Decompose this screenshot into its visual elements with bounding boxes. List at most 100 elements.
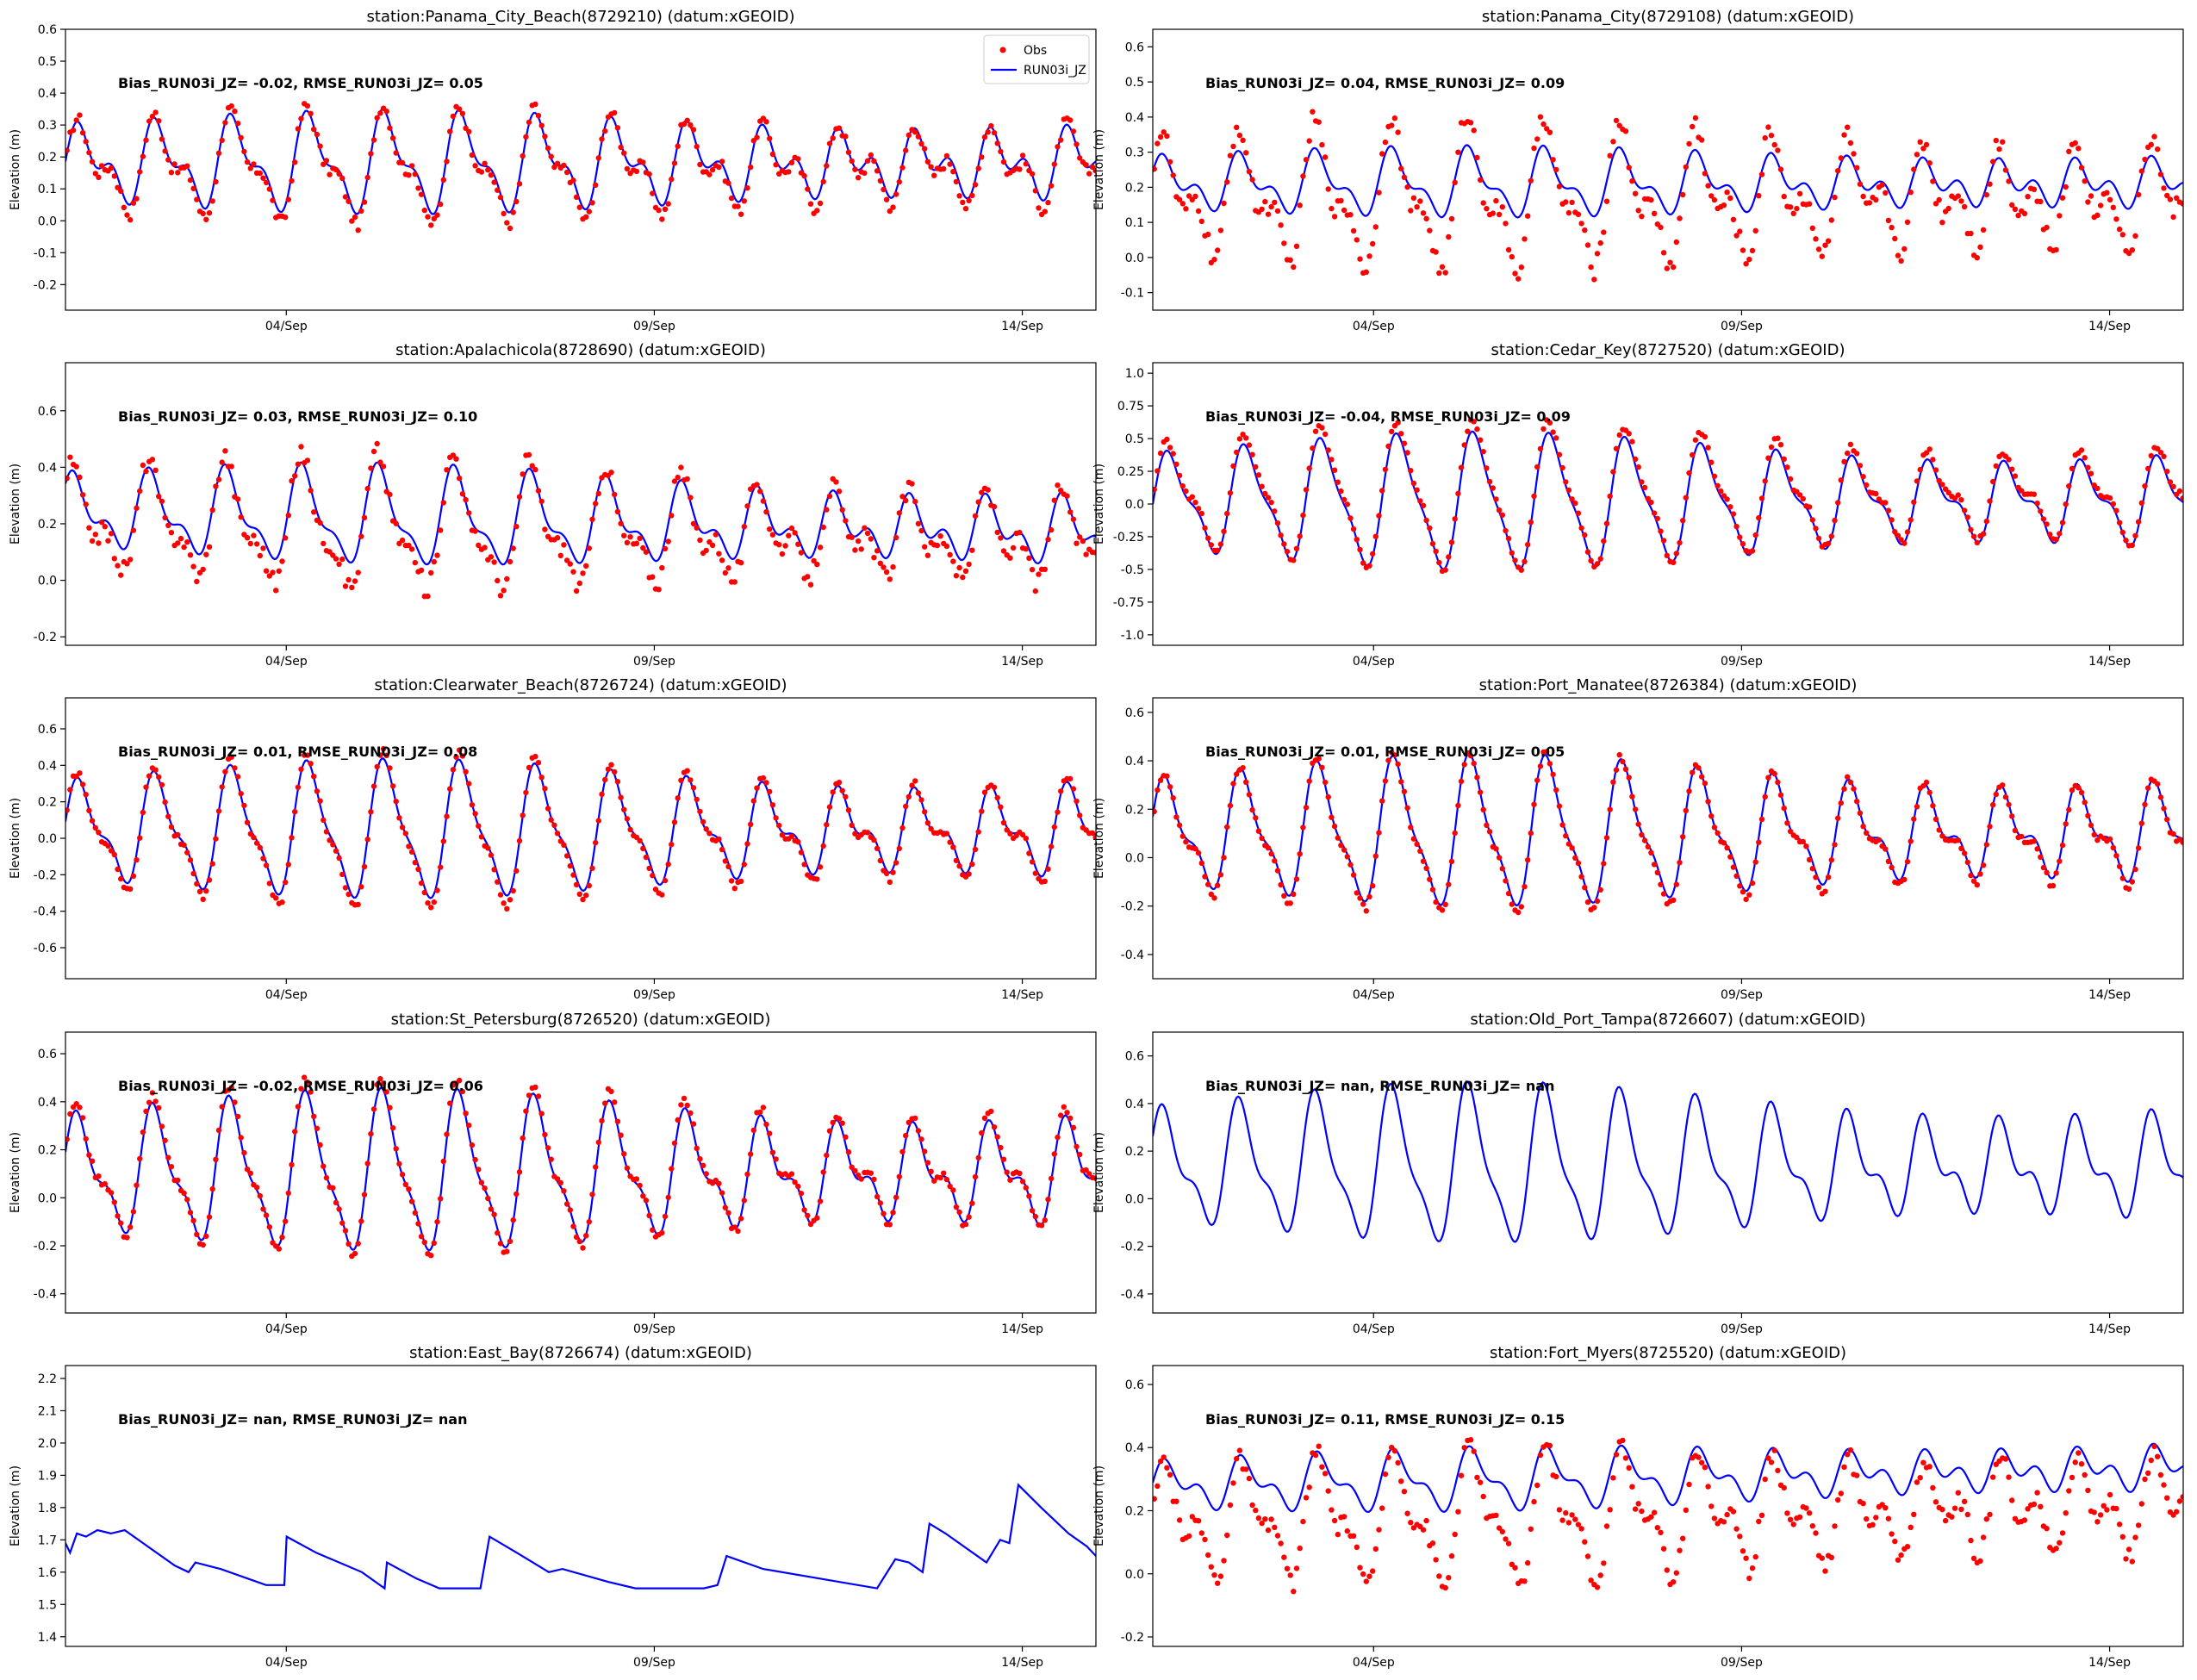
obs-point [408,546,415,552]
obs-point [621,806,627,812]
obs-point [960,199,966,206]
y-tick-label: 0.2 [38,151,57,165]
obs-point [773,162,779,168]
obs-point [1042,878,1049,885]
obs-point [570,872,576,878]
obs-point [257,552,263,559]
obs-point [1401,440,1408,446]
obs-point [1815,535,1822,542]
obs-point [998,1144,1004,1151]
y-tick-label: 1.0 [1125,367,1144,381]
obs-point [795,156,801,162]
obs-point [311,509,317,515]
obs-point [1173,461,1179,467]
obs-point [1433,249,1439,255]
obs-point [1958,198,1964,204]
y-tick-label: 1.7 [38,1534,57,1547]
obs-point [86,807,92,813]
panel-title: station:Clearwater_Beach(8726724) (datum… [375,676,787,694]
obs-point [1860,1500,1866,1507]
obs-point [966,871,972,877]
obs-point [289,177,295,184]
obs-point [1756,1518,1762,1525]
obs-point [415,1221,421,1227]
obs-point [899,494,906,500]
obs-point [159,1123,165,1129]
obs-point [244,819,251,825]
obs-point [1019,831,1026,838]
obs-point [593,501,599,507]
obs-point [355,569,361,576]
obs-point [1253,464,1259,470]
obs-point [1578,525,1584,532]
obs-point [570,569,576,575]
y-tick-label: 0.0 [1125,851,1144,865]
obs-point [1157,777,1164,783]
obs-point [1832,194,1838,201]
obs-point [238,514,244,520]
obs-point [1629,178,1635,184]
obs-point [472,1156,478,1163]
obs-point [368,151,374,157]
obs-point [795,839,801,845]
obs-point [1341,847,1347,853]
panel-title: station:East_Bay(8726674) (datum:xGEOID) [409,1344,752,1362]
obs-point [1281,240,1287,246]
obs-point [2006,1474,2012,1480]
obs-point [1892,235,1898,242]
obs-point [998,804,1004,810]
obs-point [140,462,146,469]
obs-point [1329,1507,1335,1513]
obs-point [1274,868,1281,874]
obs-point [1572,855,1578,861]
obs-point [1395,1459,1401,1466]
y-tick-label: 2.1 [38,1404,57,1418]
y-tick-label: 0.4 [38,87,57,101]
obs-point [1408,824,1414,831]
obs-point [1752,859,1758,865]
obs-point [1155,787,1161,793]
obs-point [1176,1517,1183,1523]
obs-point [573,881,580,887]
obs-point [1230,1480,1236,1486]
obs-point [358,208,364,215]
obs-points [1153,417,2183,575]
y-tick-label: 0.2 [1125,803,1144,817]
obs-point [1980,862,1987,868]
obs-point [118,875,124,882]
obs-point [1195,1518,1202,1524]
obs-point [1835,168,1841,174]
obs-point [2180,1494,2183,1500]
obs-point [586,208,592,215]
obs-point [77,1104,83,1111]
obs-point [108,165,115,171]
obs-point [283,535,289,541]
obs-point [1752,227,1758,233]
obs-point [1683,495,1690,501]
obs-point [1074,1143,1080,1150]
obs-point [1920,146,1926,152]
obs-point [1635,821,1641,827]
obs-point [73,117,79,123]
obs-point [903,803,909,810]
obs-point [1987,498,1993,504]
obs-point [2180,839,2183,845]
obs-point [450,113,457,120]
obs-point [1211,895,1217,901]
obs-point [1183,839,1189,845]
axes-frame [65,28,1097,311]
obs-point [215,1127,222,1134]
obs-point [1680,191,1686,198]
obs-point [706,831,713,837]
obs-point [744,841,750,847]
y-tick-label: 0.4 [38,461,57,475]
obs-point [431,215,437,221]
obs-point [684,117,690,123]
obs-point [728,195,735,202]
obs-point [1167,784,1173,790]
obs-point [1518,264,1525,271]
obs-point [542,1131,548,1138]
obs-point [1452,179,1458,185]
y-tick-label: 0.6 [1125,706,1144,720]
obs-point [1879,182,1885,188]
